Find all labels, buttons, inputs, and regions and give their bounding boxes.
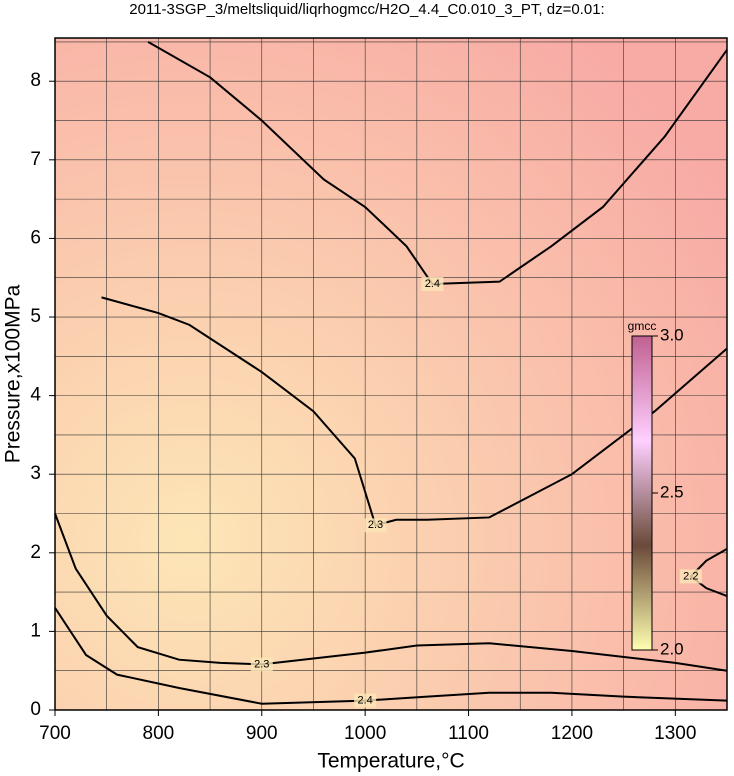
y-tick-label: 5 [30,306,41,327]
contour-label: 2.3 [254,658,269,670]
y-tick-label: 4 [30,385,41,406]
contour-label-bg [421,277,444,292]
y-tick-label: 8 [30,70,41,91]
x-tick-label: 1200 [551,723,593,744]
colorbar-tick-label: 2.0 [660,639,684,658]
plot-frame [54,37,728,711]
plot-background [55,38,727,710]
y-tick-label: 0 [30,699,41,720]
contour-label: 2.4 [358,694,373,706]
x-tick-label: 700 [39,723,71,744]
colorbar-tick-label: 2.5 [660,482,684,501]
colorbar-label: gmcc [628,319,657,333]
x-tick-label: 800 [143,723,175,744]
chart-title: 2011-3SGP_3/meltsliquid/liqrhogmcc/H2O_4… [129,1,604,18]
contour-label-bg [250,657,273,672]
y-tick-label: 7 [30,149,41,170]
x-tick-label: 900 [246,723,278,744]
x-tick-label: 1000 [344,723,386,744]
y-tick-label: 3 [30,463,41,484]
contour-label-bg [364,518,387,533]
x-tick-label: 1300 [654,723,696,744]
contour-label: 2.4 [425,278,440,290]
y-axis-label: Pressure,x100MPa [2,284,25,463]
contour-label: 2.2 [683,570,698,582]
x-tick-label: 1100 [448,723,489,744]
y-tick-label: 2 [30,542,41,563]
contour-label-bg [679,569,702,584]
contour-line [147,41,728,286]
colorbar-tick-label: 3.0 [660,325,684,344]
y-tick-label: 6 [30,227,41,248]
contour-label-bg [354,693,377,708]
contour-label: 2.3 [368,519,383,531]
colorbar [631,335,653,651]
x-axis-label: Temperature,°C [317,750,464,773]
y-tick-label: 1 [30,620,41,641]
